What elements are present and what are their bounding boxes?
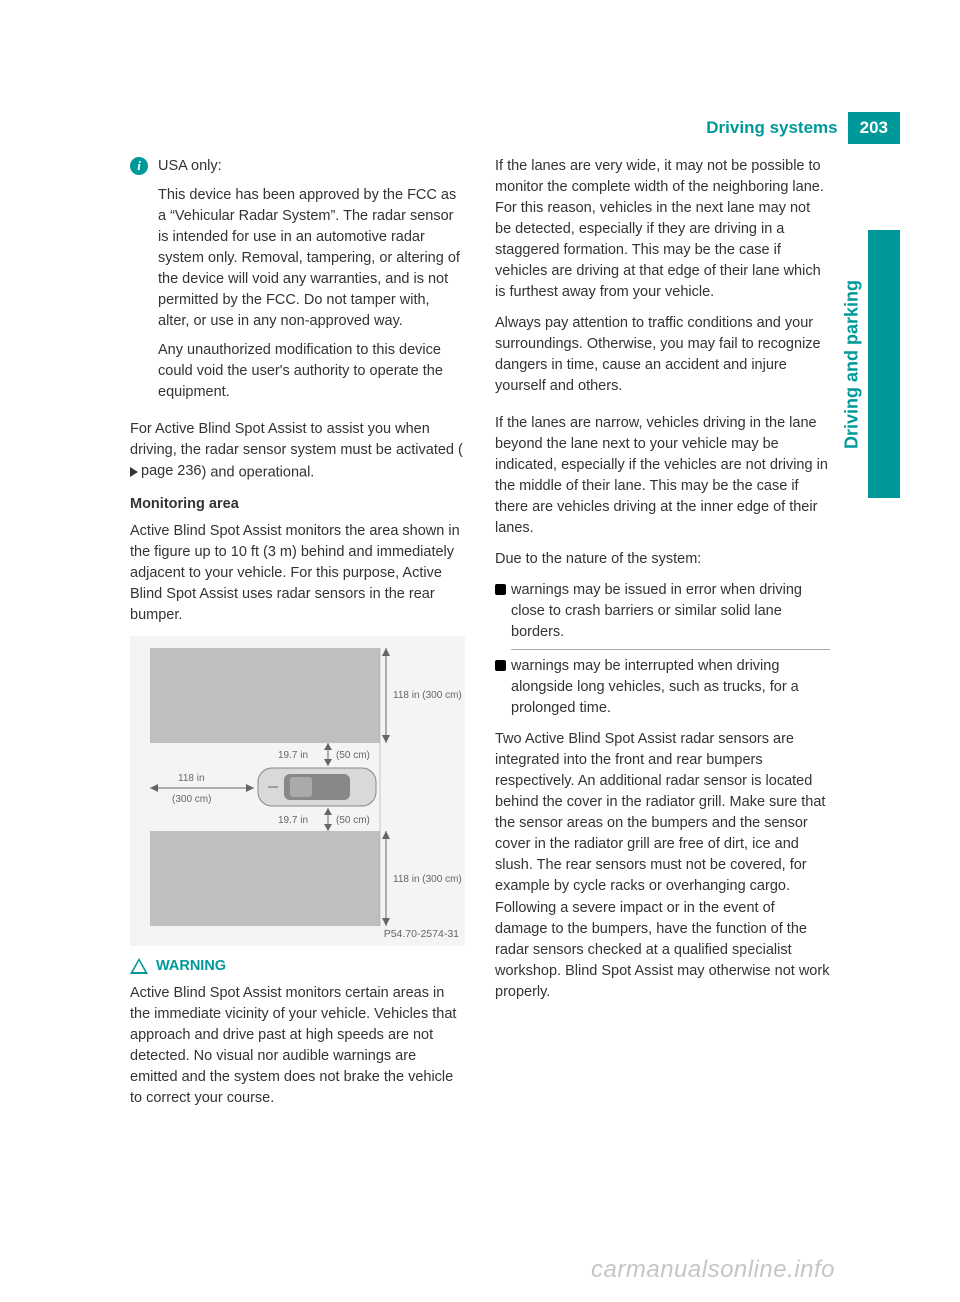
- list-item: warnings may be interrupted when driving…: [495, 656, 830, 719]
- heading-monitoring: Monitoring area: [130, 494, 465, 515]
- warning-triangle-icon: [130, 958, 148, 974]
- bullet-list: warnings may be issued in error when dri…: [495, 580, 830, 719]
- list-item: warnings may be issued in error when dri…: [495, 580, 830, 643]
- body-para-r3: Two Active Blind Spot Assist radar senso…: [495, 729, 830, 1002]
- warning-cont-1: If the lanes are very wide, it may not b…: [495, 156, 830, 303]
- info-body: USA only: This device has been approved …: [158, 156, 465, 411]
- info-para-2: Any unauthorized modification to this de…: [158, 340, 465, 403]
- triangle-icon: [130, 467, 138, 477]
- info-block: i USA only: This device has been approve…: [130, 156, 465, 411]
- svg-text:118 in: 118 in: [178, 773, 205, 784]
- svg-text:118 in (300 cm): 118 in (300 cm): [393, 690, 462, 701]
- body-para-2: Active Blind Spot Assist monitors the ar…: [130, 521, 465, 626]
- right-column: If the lanes are very wide, it may not b…: [495, 156, 830, 1119]
- svg-text:19.7 in: 19.7 in: [278, 750, 308, 761]
- body-para-1: For Active Blind Spot Assist to assist y…: [130, 419, 465, 484]
- left-column: i USA only: This device has been approve…: [130, 156, 465, 1119]
- svg-text:19.7 in: 19.7 in: [278, 815, 308, 826]
- warning-heading: WARNING: [130, 956, 465, 977]
- warning-para: Active Blind Spot Assist monitors certai…: [130, 983, 465, 1109]
- svg-text:118 in (300 cm): 118 in (300 cm): [393, 874, 462, 885]
- info-title: USA only:: [158, 156, 465, 177]
- header-title: Driving systems: [706, 112, 847, 144]
- body-para-r2: Due to the nature of the system:: [495, 549, 830, 570]
- svg-text:(50 cm): (50 cm): [336, 750, 370, 761]
- info-icon: i: [130, 157, 148, 175]
- side-tab-label: Driving and parking: [836, 230, 868, 498]
- watermark: carmanualsonline.info: [591, 1256, 835, 1284]
- warning-cont-2: Always pay attention to traffic conditio…: [495, 313, 830, 397]
- side-tab-bar: [868, 230, 900, 498]
- info-para-1: This device has been approved by the FCC…: [158, 185, 465, 332]
- page-reference: page 236: [130, 461, 201, 482]
- monitoring-area-figure: 118 in (300 cm) 118 in (300 cm) 118 in (…: [130, 636, 465, 946]
- svg-text:(50 cm): (50 cm): [336, 815, 370, 826]
- content-area: i USA only: This device has been approve…: [130, 156, 830, 1119]
- body-para-r1: If the lanes are narrow, vehicles drivin…: [495, 413, 830, 539]
- figure-reference: P54.70-2574-31: [384, 927, 459, 942]
- list-separator: [511, 649, 830, 650]
- svg-text:(300 cm): (300 cm): [172, 794, 211, 805]
- page-number: 203: [848, 112, 900, 144]
- page-header: Driving systems 203: [706, 112, 900, 144]
- warning-label: WARNING: [156, 956, 226, 977]
